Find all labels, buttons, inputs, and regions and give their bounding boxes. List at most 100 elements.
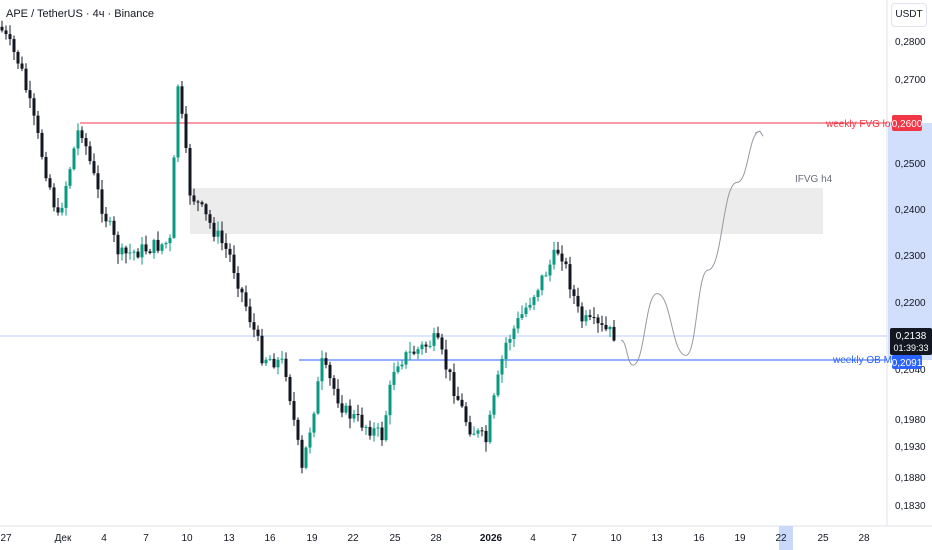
- price-tick-label: 0,2700: [895, 75, 926, 86]
- candle-body: [84, 138, 88, 147]
- candle-body: [44, 156, 48, 179]
- candle-body: [88, 146, 92, 162]
- time-tick-label: 22: [347, 533, 359, 544]
- candle-body: [104, 213, 108, 222]
- candle-body: [352, 414, 356, 419]
- candle-body: [336, 388, 340, 404]
- time-tick-label: 13: [223, 533, 235, 544]
- time-axis[interactable]: 27 Дек 4 7 10 13 16 19 22 25 28 2026 4 7 10 13 16 19 22 25 2…: [0, 533, 870, 544]
- candles: [0, 20, 616, 474]
- candle-body: [200, 202, 204, 205]
- candle-body: [468, 422, 472, 435]
- candle-body: [388, 384, 392, 416]
- projection-path: [620, 130, 761, 366]
- time-axis-highlight: [779, 526, 793, 550]
- currency-button[interactable]: USDT: [891, 3, 927, 27]
- candle-body: [328, 364, 332, 379]
- candle-body: [448, 369, 452, 373]
- time-tick-label: 25: [817, 533, 829, 544]
- candle-body: [572, 289, 576, 296]
- candle-body: [244, 292, 248, 307]
- candle-body: [216, 230, 220, 237]
- candle-body: [520, 314, 524, 319]
- projection-arrow-icon: [754, 130, 764, 137]
- candle-body: [612, 326, 616, 341]
- price-axis[interactable]: 0,2800 0,2700 0,2500 0,2400 0,2300 0,2200 0,20…: [895, 37, 926, 512]
- candle-body: [492, 395, 496, 415]
- candle-body: [372, 428, 376, 436]
- candle-body: [108, 220, 112, 222]
- candle-body: [300, 439, 304, 468]
- candle-body: [32, 98, 36, 116]
- candle-body: [408, 351, 412, 353]
- candle-body: [512, 328, 516, 339]
- candle-body: [360, 414, 364, 428]
- candle-body: [416, 349, 420, 354]
- candle-body: [548, 264, 552, 276]
- candle-body: [152, 239, 156, 254]
- candle-body: [324, 358, 328, 365]
- price-tick-label: 0,2800: [895, 37, 926, 48]
- time-tick-label: 7: [143, 533, 149, 544]
- candle-body: [276, 359, 280, 368]
- candle-body: [380, 427, 384, 441]
- time-tick-label: 28: [858, 533, 870, 544]
- candle-body: [168, 237, 172, 244]
- candle-body: [584, 315, 588, 322]
- candle-body: [580, 306, 584, 322]
- candle-body: [204, 204, 208, 215]
- candle-body: [508, 338, 512, 343]
- price-axis-highlight: [888, 123, 932, 360]
- candle-body: [40, 132, 44, 157]
- candle-body: [432, 333, 436, 346]
- candle-body: [100, 189, 104, 214]
- symbol-title: APE / TetherUS · 4ч · Binance: [6, 8, 154, 20]
- candle-body: [368, 426, 372, 436]
- candle-body: [148, 251, 152, 254]
- candle-body: [532, 296, 536, 305]
- candle-body: [396, 366, 400, 372]
- candle-body: [576, 295, 580, 307]
- candle-body: [424, 344, 428, 347]
- time-tick-label: 2026: [480, 533, 503, 544]
- candle-body: [588, 315, 592, 318]
- candle-body: [8, 34, 12, 40]
- candle-body: [476, 430, 480, 434]
- candle-body: [192, 195, 196, 202]
- time-tick-label: 4: [101, 533, 107, 544]
- candle-body: [528, 304, 532, 308]
- time-tick-label: Дек: [55, 533, 72, 544]
- time-tick-label: 19: [734, 533, 746, 544]
- ob-level-label: weekly OB MT: [832, 355, 898, 366]
- candle-body: [272, 358, 276, 368]
- price-tick-label: 0,2500: [895, 159, 926, 170]
- candle-body: [208, 214, 212, 223]
- candle-body: [212, 222, 216, 237]
- candle-body: [332, 378, 336, 389]
- candle-body: [16, 51, 20, 64]
- candle-body: [496, 374, 500, 396]
- candle-body: [52, 187, 56, 208]
- candle-body: [232, 254, 236, 274]
- time-tick-label: 13: [651, 533, 663, 544]
- candle-body: [112, 220, 116, 235]
- candle-body: [172, 157, 176, 238]
- time-tick-label: 22: [775, 533, 787, 544]
- candle-body: [196, 201, 200, 203]
- candle-body: [284, 358, 288, 377]
- candle-body: [356, 414, 360, 416]
- candle-body: [160, 244, 164, 251]
- time-tick-label: 4: [530, 533, 536, 544]
- candle-body: [308, 432, 312, 448]
- candle-body: [120, 247, 124, 255]
- candle-body: [564, 261, 568, 265]
- candle-body: [480, 430, 484, 432]
- time-tick-label: 10: [181, 533, 193, 544]
- candle-body: [156, 239, 160, 251]
- candle-body: [404, 352, 408, 365]
- time-tick-label: 27: [0, 533, 12, 544]
- candle-body: [268, 358, 272, 360]
- candle-body: [256, 329, 260, 336]
- candle-body: [304, 447, 308, 468]
